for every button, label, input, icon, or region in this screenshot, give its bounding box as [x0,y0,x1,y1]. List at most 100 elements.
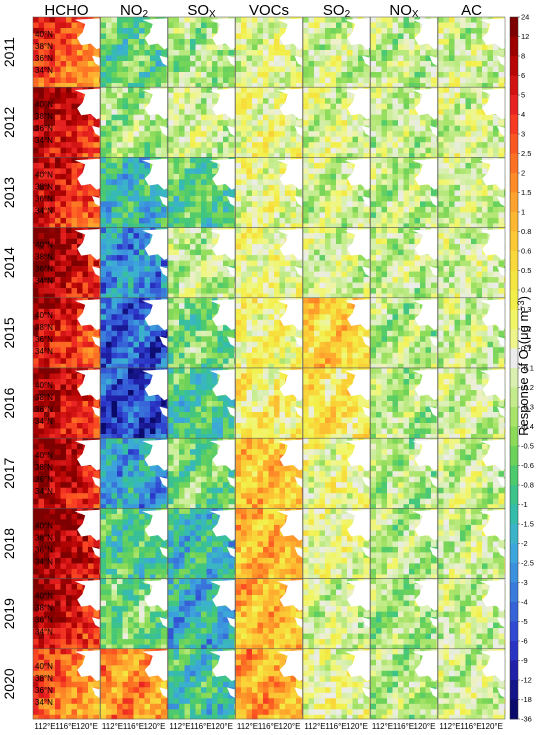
sea-area-south [294,617,303,628]
panel-SOX-2018 [167,508,236,579]
colorbar-tick-label: -18 [521,695,532,704]
year-label-2019: 2019 [1,598,17,629]
sea-area-south [429,406,438,418]
sea-area-south [159,547,168,558]
colorbar-tick-label: -0.2 [521,383,534,392]
lon-tick-label: 112°E [372,722,393,731]
lat-tick-label: 36°N [35,616,53,625]
column-title-5: NOX [389,2,419,20]
year-label-2013: 2013 [1,177,17,208]
colorbar-tick-label: -0.8 [521,481,534,490]
panel-HCHO-2020 [32,648,101,720]
lat-tick-label: 34°N [35,66,53,75]
sea-area [479,88,505,120]
colorbar-tick-label: 0.1 [521,344,531,353]
lat-tick-label: 34°N [35,698,53,707]
colorbar-tick-label: -36 [521,715,532,724]
sea-area [142,439,168,471]
lat-tick-label: 36°N [35,194,53,203]
sea-area-south [226,617,235,628]
lon-tick-label: 116°E [393,722,414,731]
colorbar-segment [510,582,518,603]
sea-area-south [294,547,303,558]
sea-area-south [496,125,505,137]
sea-area [74,158,100,190]
sea-area [412,439,438,471]
colorbar-tick-label: 0.4 [521,286,531,295]
panel-HCHO-2018 [32,508,101,579]
lat-tick-label: 40°N [35,100,53,109]
panel-SO2-2015 [302,297,371,369]
panel-NOX-2020 [370,648,438,720]
colorbar-segment [510,660,518,681]
lat-tick-label: 38°N [35,112,53,121]
panel-NO2-2016 [100,367,168,439]
sea-area [412,650,438,682]
lat-tick-label: 34°N [35,136,53,145]
colorbar-tick-label: -1.5 [521,520,534,529]
sea-area-south [91,196,100,207]
sea-area [142,369,168,401]
sea-area-south [361,55,370,67]
sea-area-south [91,476,100,488]
colorbar-segment [510,368,518,388]
sea-area-south [429,476,438,488]
column-title-6: AC [461,2,482,19]
colorbar-tick-label: 2.5 [521,149,531,158]
panel-frame [100,648,168,720]
panel-NO2-2015 [100,297,168,369]
colorbar-segment [510,699,518,720]
panel-NOX-2017 [370,437,438,509]
colorbar-tick-label: -0.4 [521,422,534,431]
sea-area [344,88,370,120]
sea-area-south [429,336,438,347]
lat-tick-label: 36°N [35,335,53,344]
colorbar-segment [510,680,518,700]
sea-area [277,299,303,331]
lat-tick-label: 36°N [35,124,53,133]
colorbar-tick-label: 0.3 [521,305,531,314]
panel-VOCs-2017 [235,437,303,509]
colorbar-tick-label: -0.6 [521,461,534,470]
panel-SOX-2019 [167,578,236,650]
colorbar-tick-label: -0.5 [521,442,534,451]
colorbar-segment [510,407,518,427]
sea-area [74,650,100,682]
lat-tick-label: 34°N [35,628,53,637]
sea-area [209,229,235,260]
lon-tick-label: 112°E [169,722,190,731]
panel-VOCs-2016 [235,367,303,439]
colorbar-tick-label: 5 [521,91,525,100]
sea-area [344,369,370,401]
colorbar-tick-label: -12 [521,676,532,685]
sea-area-south [429,55,438,67]
lat-tick-label: 40°N [35,241,53,250]
lon-tick-label: 120°E [144,722,166,731]
sea-area-south [226,547,235,558]
panel-SO2-2017 [302,437,371,509]
colorbar-tick-label: -0.1 [521,364,534,373]
sea-area [479,650,505,682]
sea-area-south [429,547,438,558]
colorbar-segment [510,17,518,37]
colorbar-tick-label: 12 [521,32,529,41]
lat-tick-label: 40°N [35,662,53,671]
sea-area [209,439,235,471]
sea-area-south [496,336,505,347]
lat-tick-label: 38°N [35,253,53,262]
lat-tick-label: 40°N [35,30,53,39]
colorbar-segment [510,543,518,564]
panel-SOX-2014 [167,227,236,299]
sea-area-south [429,196,438,207]
colorbar-tick-label: 6 [521,71,525,80]
lon-tick-label: 112°E [304,722,325,731]
colorbar-tick-label: 1 [521,208,525,217]
sea-area-south [159,406,168,418]
panel-VOCs-2012 [235,86,303,158]
panel-SOX-2012 [167,86,236,158]
lat-tick-label: 38°N [35,323,53,332]
lon-tick-label: 112°E [102,722,123,731]
colorbar-tick-label: 0.6 [521,247,531,256]
panel-HCHO-2015 [32,297,101,369]
sea-area-south [159,266,168,277]
